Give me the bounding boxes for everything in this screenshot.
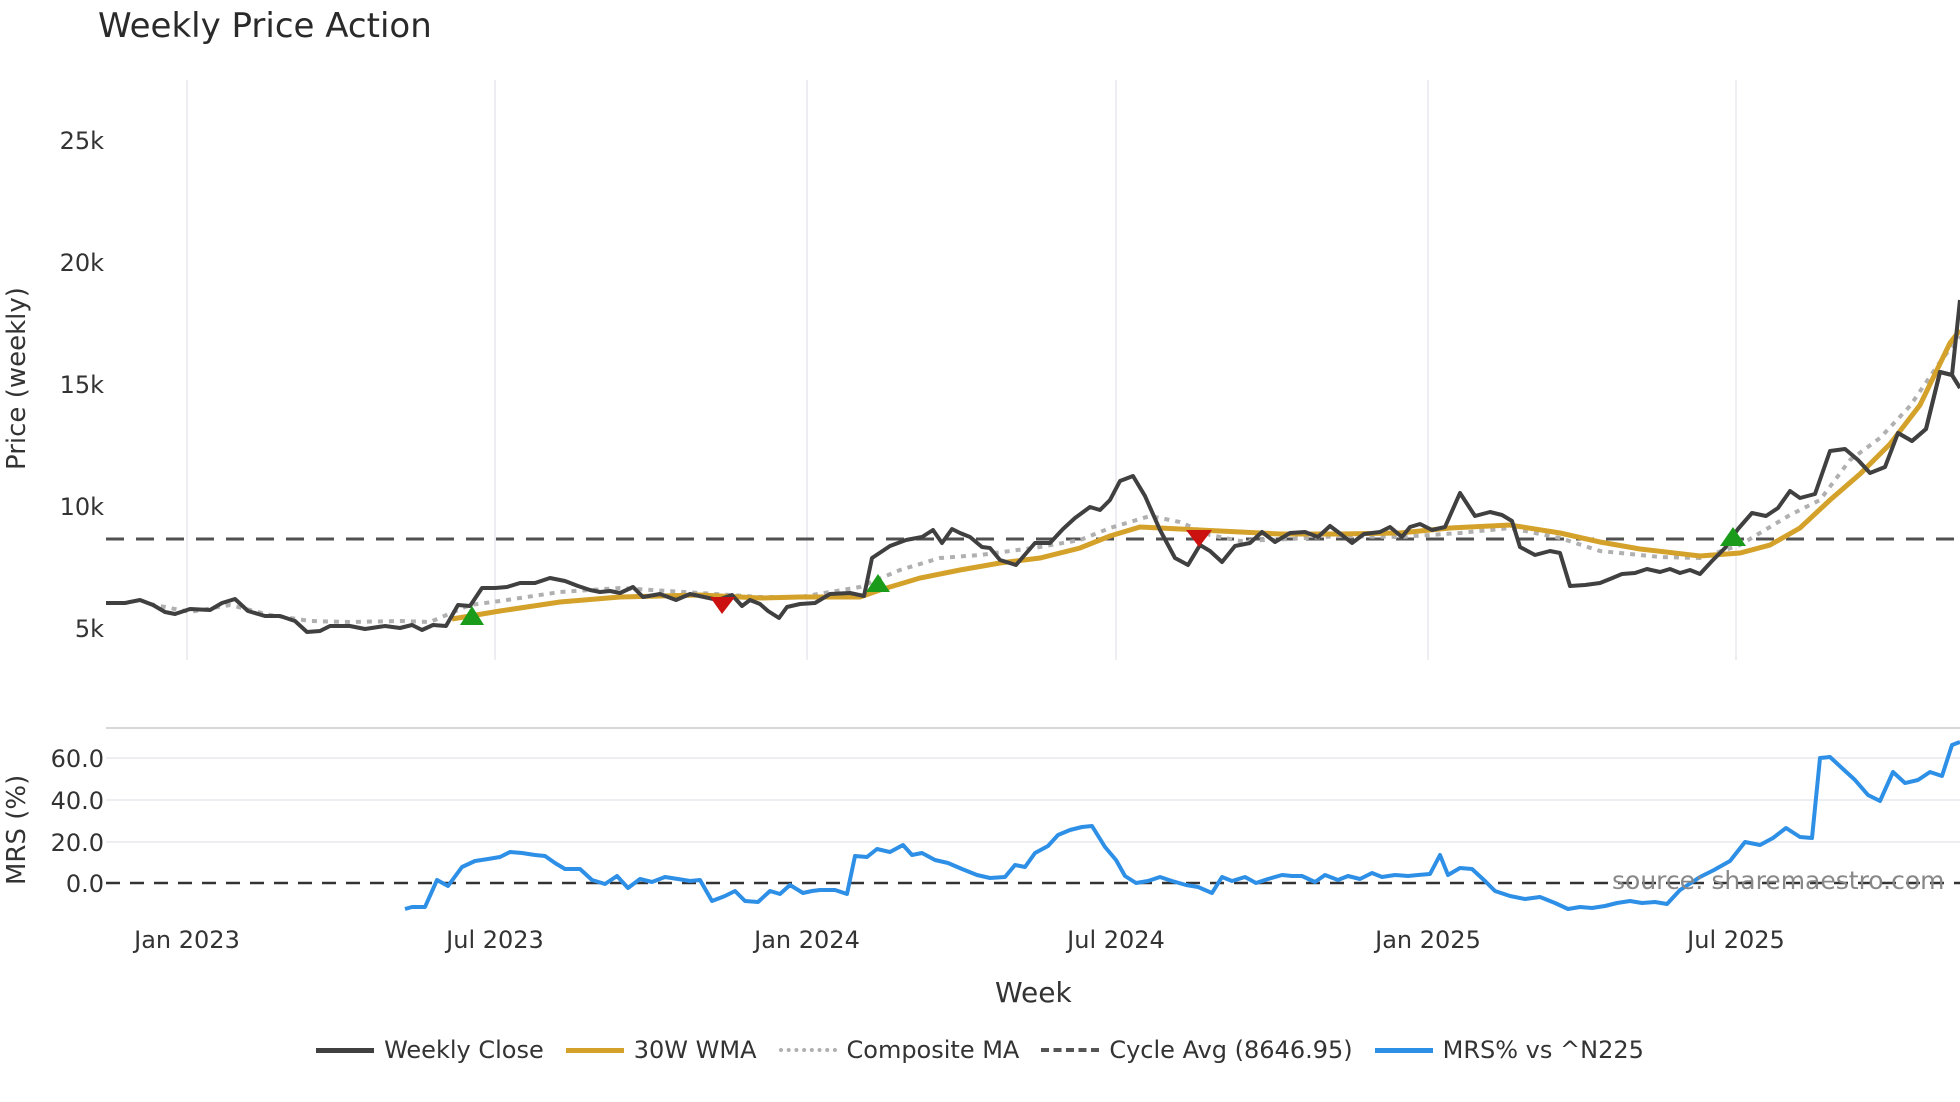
ytick-15k: 15k xyxy=(60,371,105,399)
solid-line-icon xyxy=(316,1047,375,1053)
xtick-jan-2025: Jan 2025 xyxy=(1373,926,1481,954)
source-watermark: source: sharemaestro.com xyxy=(1612,866,1945,895)
dashed-line-icon xyxy=(1041,1048,1100,1052)
wma-line xyxy=(451,328,1960,622)
weekly-close-spike xyxy=(1950,299,1960,376)
legend-item-30w-wma[interactable]: 30W WMA xyxy=(565,1036,757,1064)
legend-label: 30W WMA xyxy=(633,1036,757,1064)
x-ticks: Jan 2023 Jul 2023 Jan 2024 Jul 2024 Jan … xyxy=(132,926,1785,954)
legend-item-composite-ma[interactable]: Composite MA xyxy=(778,1036,1020,1064)
legend-label: Cycle Avg (8646.95) xyxy=(1109,1036,1353,1064)
solid-line-icon xyxy=(565,1047,624,1053)
mrs-gridlines xyxy=(106,757,1960,843)
weekly-close-line-top xyxy=(1897,370,1960,443)
signal-markers xyxy=(460,527,1746,625)
price-yticks: 25k 20k 15k 10k 5k xyxy=(60,127,105,643)
price-gridlines xyxy=(186,80,1737,660)
buy-marker-icon xyxy=(866,574,890,592)
ytick-40: 40.0 xyxy=(51,787,104,815)
dotted-line-icon xyxy=(778,1048,837,1052)
legend: Weekly Close 30W WMA Composite MA Cycle … xyxy=(0,1036,1960,1064)
chart-title: Weekly Price Action xyxy=(98,6,432,46)
ytick-25k: 25k xyxy=(60,127,105,155)
sell-marker-icon xyxy=(1186,530,1212,547)
xtick-jan-2023: Jan 2023 xyxy=(132,926,240,954)
xtick-jan-2024: Jan 2024 xyxy=(752,926,860,954)
sell-marker-icon xyxy=(710,597,735,614)
ytick-10k: 10k xyxy=(60,493,105,521)
ytick-20k: 20k xyxy=(60,249,105,277)
mrs-yticks: 60.0 40.0 20.0 0.0 xyxy=(51,745,104,898)
legend-item-cycle-avg[interactable]: Cycle Avg (8646.95) xyxy=(1041,1036,1353,1064)
ytick-60: 60.0 xyxy=(51,745,104,773)
xtick-jul-2024: Jul 2024 xyxy=(1065,926,1165,954)
buy-marker-icon xyxy=(460,606,484,625)
x-axis-label: Week xyxy=(995,976,1072,1009)
legend-item-mrs[interactable]: MRS% vs ^N225 xyxy=(1374,1036,1644,1064)
buy-marker-icon xyxy=(1720,527,1746,546)
ytick-20: 20.0 xyxy=(51,829,104,857)
composite-ma-line xyxy=(149,334,1960,625)
legend-label: MRS% vs ^N225 xyxy=(1442,1036,1644,1064)
legend-label: Weekly Close xyxy=(384,1036,544,1064)
xtick-jul-2023: Jul 2023 xyxy=(444,926,544,954)
mrs-line xyxy=(404,740,1960,911)
solid-line-icon xyxy=(1374,1047,1433,1053)
ytick-5k: 5k xyxy=(75,615,104,643)
price-axis-label: Price (weekly) xyxy=(2,287,32,470)
xtick-jul-2025: Jul 2025 xyxy=(1685,926,1785,954)
weekly-close-line xyxy=(106,370,1960,634)
legend-item-weekly-close[interactable]: Weekly Close xyxy=(316,1036,544,1064)
ytick-0: 0.0 xyxy=(66,870,104,898)
legend-label: Composite MA xyxy=(846,1036,1020,1064)
mrs-axis-label: MRS (%) xyxy=(2,774,32,885)
